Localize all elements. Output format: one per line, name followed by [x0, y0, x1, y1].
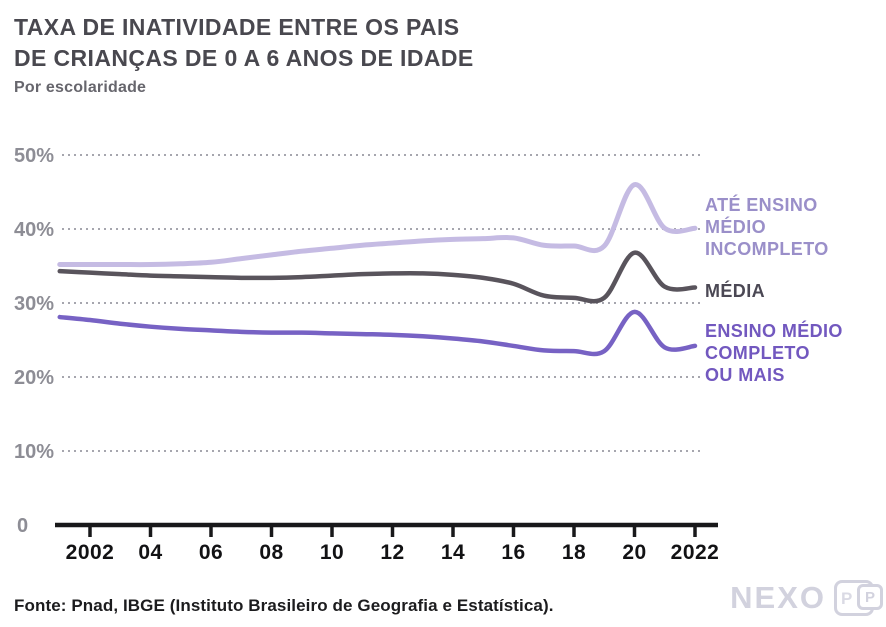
y-tick-label: 40%: [14, 219, 54, 241]
chart-subtitle: Por escolaridade: [14, 79, 147, 96]
y-tick-label: 0: [17, 515, 28, 537]
x-tick-label: 06: [199, 541, 223, 564]
x-tick-label: 20: [622, 541, 646, 564]
y-tick-label: 10%: [14, 441, 54, 463]
x-tick-label: 04: [138, 541, 162, 564]
legend-label-ate-ensino-medio-incompleto: ATÉ ENSINO MÉDIO INCOMPLETO: [705, 195, 829, 259]
series-line-1: [57, 182, 698, 268]
x-tick-label: 2002: [66, 541, 115, 564]
legend-label-ensino-medio-completo-ou-mais: ENSINO MÉDIO COMPLETO OU MAIS: [705, 321, 843, 385]
x-tick-label: 14: [441, 541, 465, 564]
y-tick-label: 30%: [14, 293, 54, 315]
series-line-2: [57, 250, 698, 304]
badge-letter-p: P: [841, 588, 853, 608]
source-note: Fonte: Pnad, IBGE (Instituto Brasileiro …: [14, 596, 554, 615]
x-tick-label: 12: [380, 541, 404, 564]
y-tick-label: 50%: [14, 145, 54, 167]
badge-letter-p: P: [864, 588, 875, 606]
series-line-3: [57, 309, 698, 357]
nexo-pp-logo: NEXO P P: [730, 580, 883, 616]
badge-inner-box: P: [857, 584, 883, 610]
chart-title: TAXA DE INATIVIDADE ENTRE OS PAIS DE CRI…: [14, 14, 474, 71]
x-tick-label: 16: [501, 541, 525, 564]
y-tick-label: 20%: [14, 367, 54, 389]
legend-label-media: MÉDIA: [705, 281, 765, 301]
x-tick-label: 2022: [671, 541, 720, 564]
nexo-wordmark: NEXO: [730, 580, 826, 615]
x-tick-label: 10: [320, 541, 344, 564]
pp-badge-icon: P P: [834, 580, 883, 616]
x-tick-label: 08: [259, 541, 283, 564]
x-tick-label: 18: [562, 541, 586, 564]
